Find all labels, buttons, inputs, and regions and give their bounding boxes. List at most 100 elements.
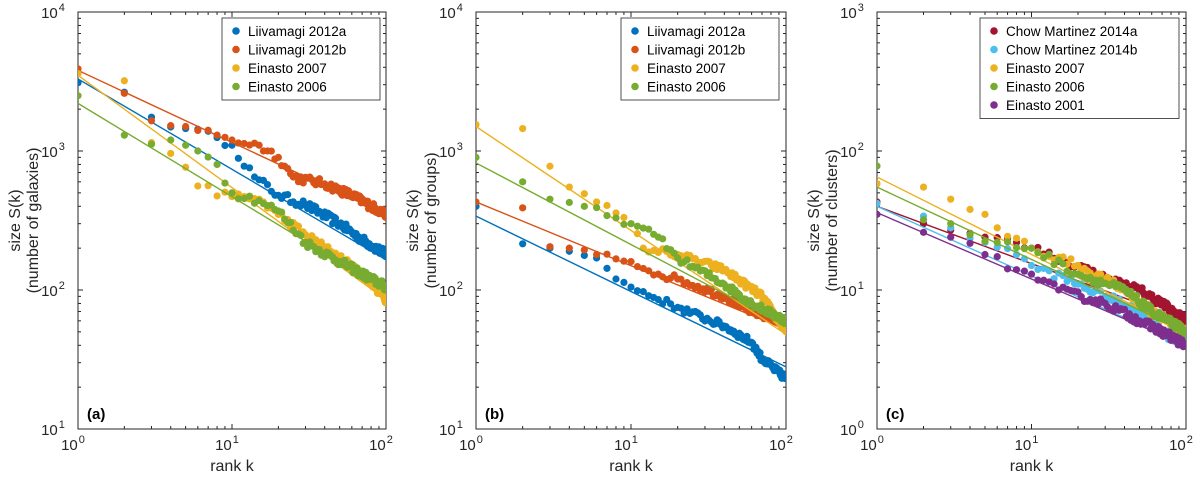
data-point	[167, 122, 175, 130]
legend-label: Einasto 2006	[647, 80, 726, 95]
data-point	[877, 199, 881, 207]
data-point	[981, 250, 989, 259]
legend-marker	[232, 82, 240, 91]
data-point	[919, 183, 928, 191]
y-tick-label: 103	[840, 2, 864, 22]
data-point	[756, 349, 764, 357]
fit-line	[476, 215, 786, 368]
data-point	[382, 210, 386, 218]
data-point	[120, 77, 128, 85]
legend-label: Einasto 2007	[248, 61, 327, 76]
y-tick-label: 104	[41, 2, 65, 22]
data-point	[167, 136, 175, 144]
data-point	[221, 179, 229, 187]
data-point	[981, 210, 989, 218]
axis-ticks	[475, 12, 786, 430]
data-point	[633, 287, 642, 295]
data-point	[234, 195, 242, 203]
data-point	[1074, 261, 1082, 270]
data-point	[263, 181, 272, 189]
x-tick-label: 102	[769, 434, 793, 454]
data-point	[519, 178, 527, 186]
data-point	[639, 224, 647, 232]
legend-marker	[990, 45, 998, 54]
series-group	[877, 162, 1186, 351]
data-point	[603, 201, 611, 210]
data-point	[593, 204, 601, 212]
data-point	[194, 126, 202, 135]
data-point	[603, 264, 611, 272]
data-point	[627, 258, 635, 266]
fit-line	[476, 162, 786, 327]
data-point	[221, 141, 229, 150]
legend-label: Chow Martinez 2014a	[1006, 24, 1138, 39]
data-point	[580, 190, 588, 198]
data-point	[993, 253, 1001, 261]
fit-line	[78, 78, 386, 261]
data-point	[1012, 266, 1021, 274]
panel-3: 100 101 102 100 101 102 103 rank k size S(k)(num…	[806, 2, 1193, 475]
data-point	[476, 120, 480, 129]
panel-label: (b)	[485, 406, 504, 423]
data-point	[78, 92, 82, 100]
legend-label: Einasto 2006	[248, 80, 327, 95]
legend: Chow Martinez 2014a Chow Martinez 2014b Ei…	[979, 17, 1180, 119]
data-point	[612, 275, 620, 283]
data-point	[1012, 243, 1021, 252]
legend-box	[221, 17, 381, 101]
legend-marker	[990, 27, 998, 35]
legend-box	[979, 17, 1180, 119]
data-point	[78, 70, 82, 78]
data-point	[1133, 291, 1141, 300]
data-point	[1050, 260, 1058, 269]
data-point	[204, 126, 212, 134]
data-point	[1034, 265, 1042, 274]
data-point	[1020, 267, 1029, 275]
y-axis-label: size S(k)(number of groups)	[405, 152, 440, 288]
data-point	[877, 210, 881, 218]
data-point	[382, 283, 386, 291]
panel-label: (a)	[87, 406, 105, 423]
y-tick-label: 103	[41, 141, 65, 161]
data-point	[645, 267, 653, 275]
data-point	[182, 141, 190, 149]
legend-label: Chow Martinez 2014b	[1006, 43, 1137, 58]
legend-marker	[990, 64, 998, 72]
data-point	[993, 224, 1001, 232]
data-point	[194, 182, 202, 190]
data-point	[1040, 254, 1048, 262]
data-point	[204, 153, 212, 161]
data-point	[519, 240, 527, 248]
data-point	[245, 192, 254, 200]
y-tick-label: 101	[840, 280, 864, 300]
data-point	[299, 179, 307, 187]
data-point	[120, 131, 128, 139]
data-point	[546, 195, 554, 203]
data-point	[782, 317, 786, 325]
data-point	[947, 220, 955, 228]
data-point	[315, 175, 324, 183]
data-point	[633, 230, 642, 238]
data-point	[286, 218, 295, 227]
legend-marker	[990, 101, 998, 109]
data-point	[966, 205, 974, 214]
data-point	[633, 262, 642, 271]
data-point	[1034, 276, 1042, 284]
data-point	[1020, 244, 1029, 253]
data-point	[947, 233, 955, 241]
data-point	[546, 243, 554, 251]
legend-label: Einasto 2007	[647, 61, 726, 76]
data-point	[1125, 310, 1133, 318]
data-point	[297, 231, 305, 240]
x-tick-label: 100	[61, 434, 85, 454]
legend-marker	[232, 27, 240, 35]
data-point	[580, 246, 588, 254]
data-point	[284, 190, 292, 199]
data-point	[1003, 238, 1012, 246]
data-point	[213, 192, 221, 200]
data-point	[645, 225, 653, 233]
legend-marker	[631, 64, 639, 72]
data-point	[612, 209, 620, 217]
data-point	[639, 264, 647, 273]
